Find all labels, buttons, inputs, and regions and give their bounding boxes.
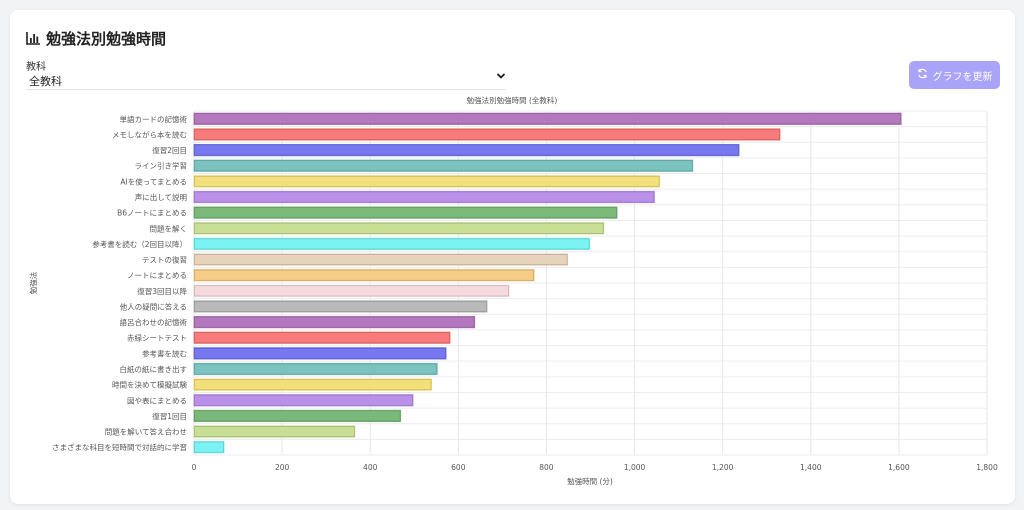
subject-label: 教科 [26, 62, 46, 73]
category-label: ライン引き学習 [135, 161, 188, 171]
y-axis-label: 勉強法 [28, 271, 38, 294]
category-label: 参考書を読む [142, 348, 187, 358]
bar-outline [194, 254, 568, 266]
x-tick-label: 1,000 [624, 463, 646, 472]
card-header: 勉強法別勉強時間 [26, 28, 166, 49]
bar-outline [194, 191, 655, 203]
x-tick-label: 1,400 [800, 463, 822, 472]
category-label: テストの復習 [142, 255, 187, 265]
bar-outline [194, 238, 590, 250]
bar-outline [194, 316, 475, 328]
category-label: メモしながら本を読む [112, 129, 187, 139]
bar[interactable] [193, 143, 740, 157]
x-tick-label: 1,200 [712, 463, 734, 472]
category-label: B6ノートにまとめる [117, 209, 187, 218]
bar[interactable] [193, 206, 618, 219]
bar-outline [194, 347, 446, 359]
bar-outline [194, 300, 487, 312]
category-label: ノートにまとめる [127, 271, 187, 280]
chevron-down-icon [496, 71, 506, 84]
grid [193, 110, 988, 456]
bar[interactable] [193, 378, 432, 391]
bar-outline [194, 207, 617, 219]
bar-outline [194, 269, 535, 281]
refresh-chart-button[interactable]: グラフを更新 [909, 61, 1000, 89]
bar-outline [194, 332, 450, 344]
bar[interactable] [193, 112, 902, 125]
category-label: 参考書を読む（2回目以降） [92, 239, 187, 249]
subject-select-value: 全教科 [29, 75, 62, 88]
bar-outline [194, 410, 401, 422]
bar-outline [194, 394, 413, 406]
bar-chart-icon [26, 32, 40, 45]
bar-outline [194, 144, 739, 156]
category-label: 声に出して説明 [135, 192, 187, 202]
bar[interactable] [193, 362, 438, 376]
bar[interactable] [193, 425, 356, 438]
category-label: さまざまな科目を短時間で対話的に学習 [52, 442, 187, 452]
chart-title: 勉強法別勉強時間 (全教科) [467, 95, 558, 105]
bar-outline [194, 379, 432, 391]
category-label: 他人の疑問に答える [120, 301, 187, 311]
bar-outline [194, 175, 660, 187]
category-label: 問題を解く [150, 223, 188, 233]
bar[interactable] [193, 300, 488, 313]
subject-select[interactable]: 全教科 [26, 72, 506, 90]
page-title: 勉強法別勉強時間 [46, 30, 167, 48]
bar[interactable] [193, 284, 510, 297]
bar[interactable] [193, 222, 605, 235]
bar-outline [194, 441, 224, 453]
x-tick-label: 0 [192, 463, 197, 472]
bar[interactable] [193, 190, 655, 204]
bar[interactable] [193, 175, 661, 188]
bar[interactable] [193, 128, 781, 141]
bar[interactable] [193, 237, 591, 251]
bar-outline [194, 285, 509, 297]
bar-outline [194, 363, 438, 375]
bar[interactable] [193, 253, 569, 266]
bar-outline [194, 160, 693, 172]
refresh-icon [917, 68, 928, 82]
bar-outline [194, 426, 355, 438]
category-label: 問題を解いて答え合わせ [105, 427, 187, 437]
x-tick-label: 600 [451, 463, 466, 472]
x-tick-label: 800 [539, 463, 554, 472]
bar[interactable] [193, 441, 225, 454]
bar-outline [194, 128, 780, 140]
category-label: 復習3回目以降 [137, 286, 187, 296]
category-label: 赤緑シートテスト [127, 333, 187, 343]
refresh-button-label: グラフを更新 [932, 71, 993, 83]
category-label: 時間を決めて模擬試験 [112, 380, 187, 390]
bar[interactable] [193, 347, 447, 360]
x-tick-labels: 0 200 400 600 800 1,000 1,200 1,400 1,600 1,800 [192, 463, 998, 472]
bar-outline [194, 113, 901, 125]
bars [193, 112, 902, 454]
bar[interactable] [193, 394, 414, 407]
bar-outline [194, 222, 604, 234]
category-label: 図や表にまとめる [127, 395, 187, 405]
category-label: 復習2回目 [152, 145, 187, 155]
x-tick-label: 200 [275, 463, 290, 472]
bar[interactable] [193, 159, 694, 172]
x-tick-label: 400 [363, 463, 378, 472]
category-label: 白紙の紙に書き出す [120, 364, 188, 374]
bar[interactable] [193, 331, 451, 344]
x-tick-label: 1,800 [976, 463, 998, 472]
bar[interactable] [193, 315, 476, 329]
category-label: AIを使ってまとめる [120, 176, 187, 186]
category-label: 復習1回目 [152, 411, 187, 421]
category-label: 単語カードの記憶術 [120, 114, 188, 124]
bar[interactable] [193, 269, 535, 282]
category-label: 語呂合わせの記憶術 [120, 317, 188, 327]
x-tick-label: 1,600 [888, 463, 910, 472]
bar[interactable] [193, 409, 402, 423]
x-axis-label: 勉強時間 (分) [567, 476, 613, 486]
chart-card: 勉強法別勉強時間 教科 全教科 グラフを更新 [10, 10, 1015, 504]
